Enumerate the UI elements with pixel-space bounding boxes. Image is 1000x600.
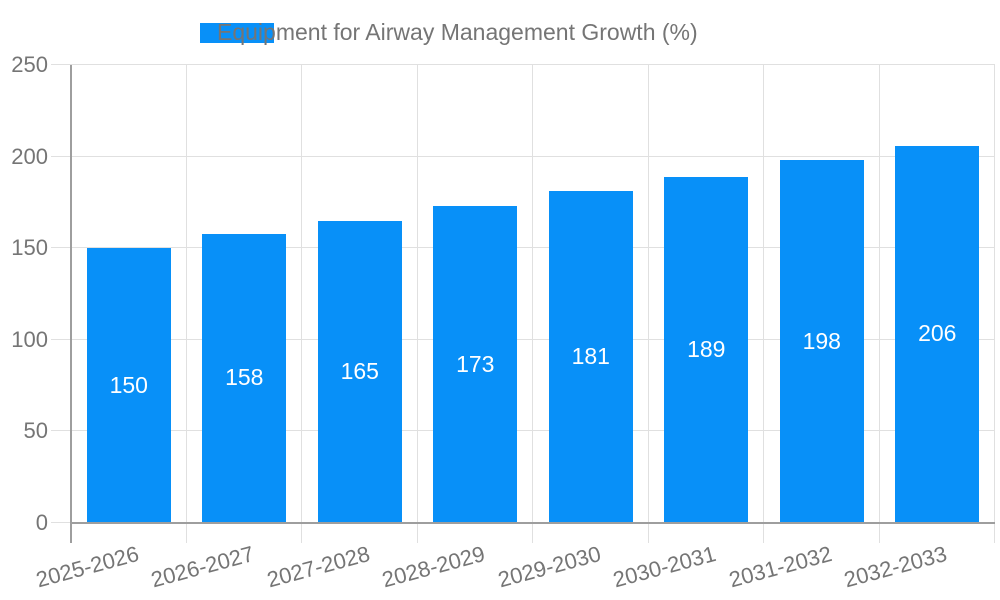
x-axis-tick [647, 523, 649, 543]
bar [433, 206, 518, 522]
x-axis-tick [416, 523, 418, 543]
v-gridline [647, 65, 649, 523]
h-gridline [71, 64, 995, 65]
bar [202, 233, 287, 522]
x-axis-tick [301, 523, 302, 543]
x-axis-tick [532, 523, 533, 543]
y-axis-tick [51, 430, 71, 432]
y-axis-tick [51, 155, 71, 157]
v-gridline [994, 65, 995, 523]
y-tick-label: 150 [11, 235, 48, 261]
y-axis-tick [51, 64, 71, 65]
h-gridline [71, 430, 995, 432]
x-axis-tick [994, 523, 995, 543]
bar [664, 176, 749, 522]
bar-value-label: 206 [918, 320, 957, 347]
bar-value-label: 158 [225, 364, 264, 391]
bar-value-label: 150 [109, 371, 148, 398]
x-axis-tick [878, 523, 880, 543]
bar-value-label: 173 [456, 350, 495, 377]
y-tick-label: 200 [11, 143, 48, 169]
legend-label: Equipment for Airway Management Growth (… [217, 19, 698, 45]
y-axis-line [70, 65, 72, 543]
h-gridline [71, 155, 995, 157]
h-gridline [71, 338, 995, 340]
y-tick-label: 250 [11, 52, 48, 77]
bar-value-label: 198 [802, 327, 841, 354]
bar [86, 248, 171, 522]
y-tick-label: 50 [23, 418, 48, 444]
y-axis-tick [51, 247, 71, 249]
bar [779, 160, 864, 522]
x-axis-tick [763, 523, 764, 543]
bar-value-label: 165 [340, 357, 379, 384]
y-axis-tick [51, 338, 71, 340]
bar-value-label: 189 [687, 335, 726, 362]
v-gridline [532, 65, 533, 523]
v-gridline [763, 65, 764, 523]
bar [317, 220, 402, 522]
y-axis-tick [51, 522, 71, 523]
legend-swatch [200, 22, 274, 43]
x-axis-tick [185, 523, 187, 543]
v-gridline [185, 65, 187, 523]
y-tick-label: 100 [11, 326, 48, 352]
bar-value-label: 181 [571, 343, 610, 370]
v-gridline [301, 65, 302, 523]
v-gridline [878, 65, 880, 523]
v-gridline [416, 65, 418, 523]
y-tick-label: 0 [35, 510, 48, 535]
h-gridline [71, 247, 995, 249]
bar [548, 191, 633, 522]
bar [895, 145, 980, 522]
x-axis-line [70, 522, 995, 524]
